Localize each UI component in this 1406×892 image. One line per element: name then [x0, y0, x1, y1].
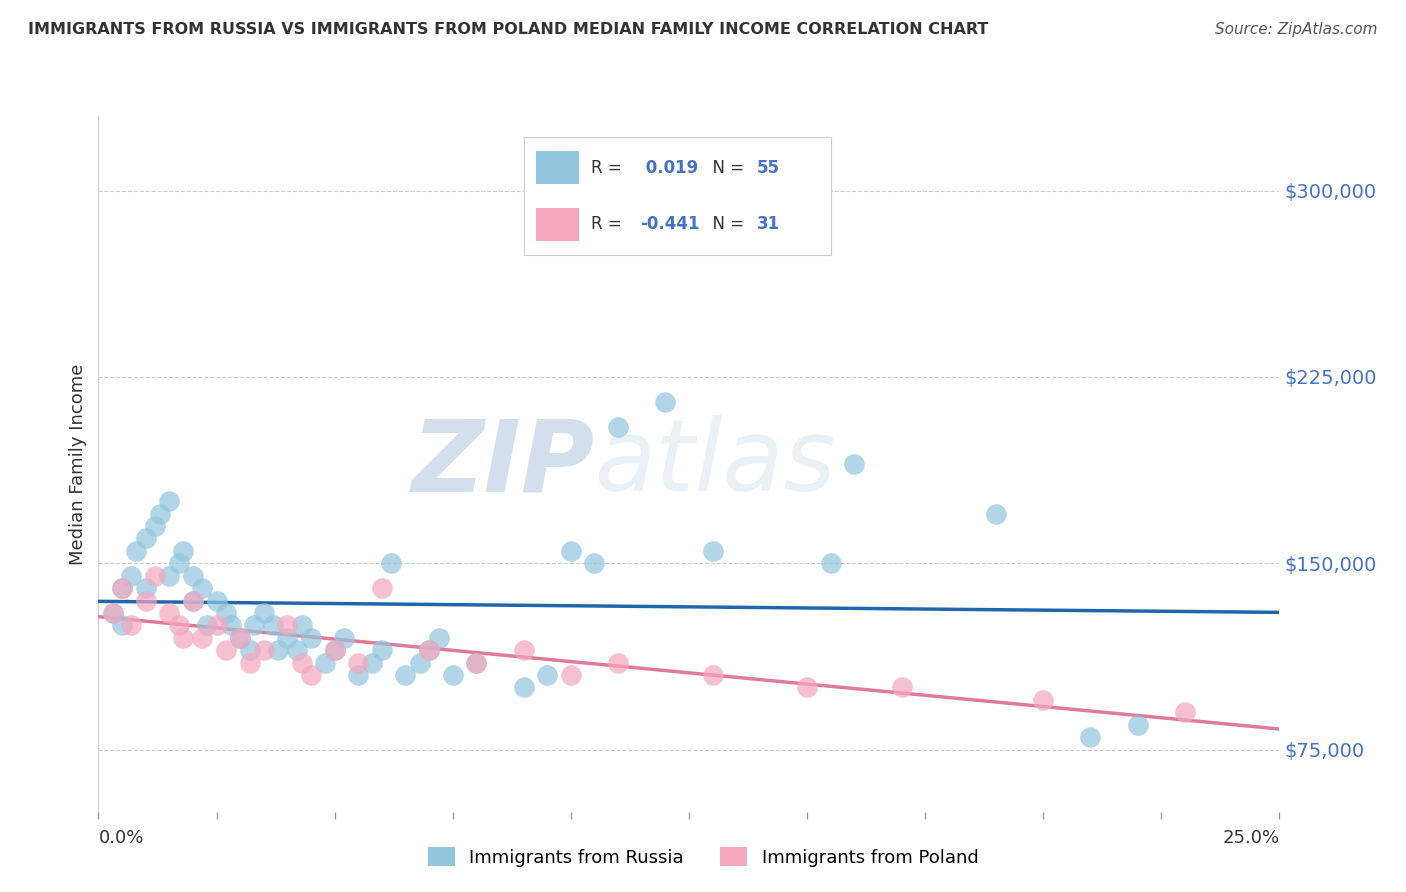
Point	[512, 681, 534, 695]
Point	[157, 494, 180, 508]
Point	[394, 668, 416, 682]
Point	[380, 556, 402, 570]
Point	[135, 593, 157, 607]
Point	[796, 681, 818, 695]
Point	[121, 618, 143, 632]
Text: atlas: atlas	[595, 416, 837, 512]
Point	[181, 593, 204, 607]
Point	[465, 656, 488, 670]
Point	[465, 656, 488, 670]
Point	[243, 618, 266, 632]
Point	[984, 507, 1007, 521]
Point	[1032, 693, 1054, 707]
Point	[219, 618, 242, 632]
Text: 0.0%: 0.0%	[98, 829, 143, 847]
Point	[285, 643, 308, 657]
Point	[191, 631, 214, 645]
Point	[181, 593, 204, 607]
Point	[654, 394, 676, 409]
Point	[1126, 717, 1149, 731]
Point	[229, 631, 252, 645]
Point	[323, 643, 346, 657]
Point	[167, 556, 190, 570]
Point	[191, 581, 214, 595]
Point	[512, 643, 534, 657]
Point	[276, 631, 298, 645]
Point	[418, 643, 440, 657]
Point	[253, 643, 276, 657]
Point	[333, 631, 356, 645]
Text: 25.0%: 25.0%	[1222, 829, 1279, 847]
Point	[314, 656, 336, 670]
Point	[820, 556, 842, 570]
Point	[290, 618, 312, 632]
Y-axis label: Median Family Income: Median Family Income	[69, 363, 87, 565]
Point	[371, 643, 394, 657]
Point	[101, 606, 124, 620]
Legend: Immigrants from Russia, Immigrants from Poland: Immigrants from Russia, Immigrants from …	[420, 840, 986, 874]
Point	[702, 543, 724, 558]
Point	[135, 532, 157, 546]
Point	[607, 419, 630, 434]
Point	[418, 643, 440, 657]
Point	[111, 618, 134, 632]
Point	[157, 568, 180, 582]
Point	[347, 656, 370, 670]
Point	[253, 606, 276, 620]
Point	[111, 581, 134, 595]
Point	[702, 668, 724, 682]
Point	[299, 631, 322, 645]
Point	[536, 668, 558, 682]
Point	[347, 668, 370, 682]
Point	[111, 581, 134, 595]
Text: IMMIGRANTS FROM RUSSIA VS IMMIGRANTS FROM POLAND MEDIAN FAMILY INCOME CORRELATIO: IMMIGRANTS FROM RUSSIA VS IMMIGRANTS FRO…	[28, 22, 988, 37]
Point	[408, 656, 430, 670]
Point	[290, 656, 312, 670]
Point	[239, 643, 262, 657]
Point	[323, 643, 346, 657]
Point	[215, 643, 238, 657]
Point	[215, 606, 238, 620]
Point	[167, 618, 190, 632]
Point	[149, 507, 172, 521]
Point	[427, 631, 450, 645]
Point	[299, 668, 322, 682]
Point	[1080, 730, 1102, 744]
Point	[143, 568, 166, 582]
Point	[125, 543, 148, 558]
Point	[229, 631, 252, 645]
Text: ZIP: ZIP	[412, 416, 595, 512]
Point	[121, 568, 143, 582]
Point	[583, 556, 606, 570]
Point	[205, 618, 228, 632]
Point	[172, 631, 194, 645]
Point	[143, 519, 166, 533]
Point	[135, 581, 157, 595]
Point	[1174, 706, 1197, 720]
Point	[262, 618, 284, 632]
Point	[361, 656, 384, 670]
Point	[172, 543, 194, 558]
Point	[441, 668, 464, 682]
Point	[195, 618, 218, 632]
Point	[844, 457, 866, 471]
Point	[157, 606, 180, 620]
Point	[101, 606, 124, 620]
Point	[239, 656, 262, 670]
Point	[371, 581, 394, 595]
Text: Source: ZipAtlas.com: Source: ZipAtlas.com	[1215, 22, 1378, 37]
Point	[205, 593, 228, 607]
Point	[181, 568, 204, 582]
Point	[890, 681, 912, 695]
Point	[560, 668, 582, 682]
Point	[267, 643, 290, 657]
Point	[607, 656, 630, 670]
Point	[560, 543, 582, 558]
Point	[276, 618, 298, 632]
